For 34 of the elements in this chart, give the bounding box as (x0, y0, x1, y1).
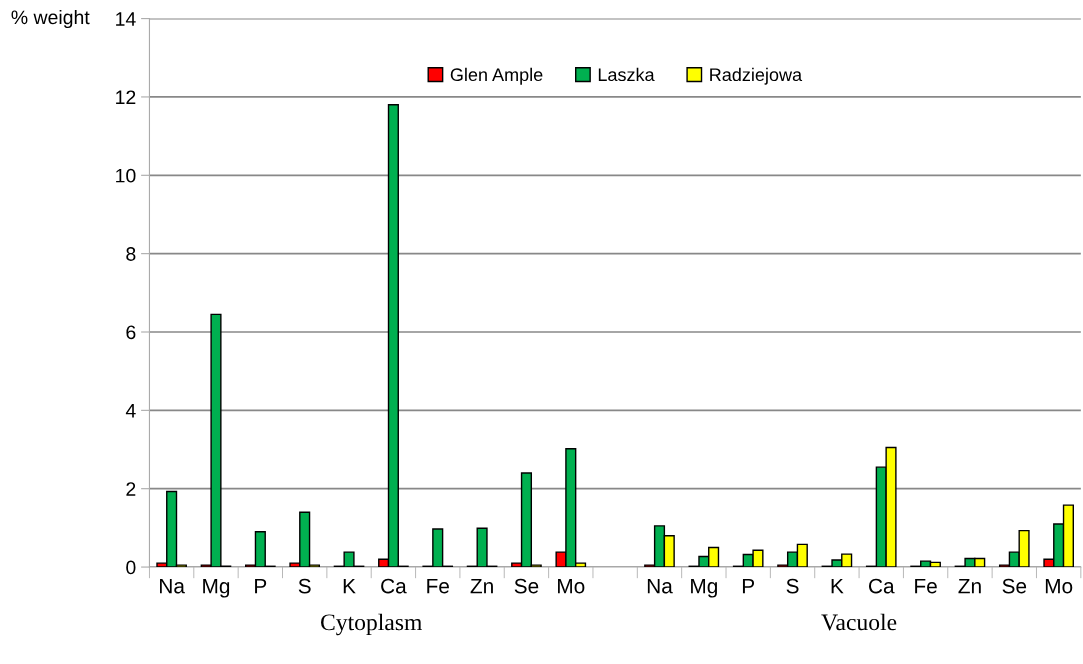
x-tick-label: S (298, 578, 311, 594)
x-tick-label: S (786, 578, 799, 594)
x-tick-label: Na (647, 578, 673, 594)
y-tick-label: 6 (126, 325, 136, 340)
x-tick-label: Mg (203, 578, 230, 598)
x-tick-label: Mo (558, 578, 585, 594)
x-tick-label: P (255, 578, 267, 594)
y-tick-label: 8 (126, 247, 136, 261)
x-tick-label: Fe (427, 578, 449, 594)
x-tick-label: Fe (915, 578, 937, 594)
x-tick-label: Se (514, 578, 539, 594)
x-tick-label: K (831, 578, 844, 594)
text: Vacuole (821, 613, 897, 631)
y-tick-label: 4 (125, 404, 136, 418)
x-tick-label: P (742, 578, 755, 594)
legend-label: Radziejowa (710, 67, 803, 85)
y-tick-label: 14 (116, 12, 136, 26)
legend-label: Laszka (598, 67, 655, 82)
y-tick-label: 12 (116, 90, 136, 104)
x-tick-label: Zn (958, 578, 981, 594)
y-tick-label: 10 (116, 168, 136, 183)
x-tick-label: Mg (691, 578, 717, 598)
x-tick-label: Na (160, 578, 185, 594)
text: Cytoplasm (321, 613, 422, 636)
x-tick-label: Mo (1045, 578, 1073, 594)
x-tick-label: Ca (381, 578, 407, 594)
y-tick-label: 2 (126, 482, 136, 496)
y-axis-title: % weight (11, 9, 90, 29)
legend-label: Glen Ample (450, 67, 543, 85)
x-tick-label: Zn (470, 578, 493, 594)
y-tick-label: 0 (126, 560, 136, 575)
x-tick-label: Se (1002, 578, 1027, 594)
x-tick-label: Ca (869, 578, 895, 594)
x-tick-label: K (343, 578, 356, 594)
